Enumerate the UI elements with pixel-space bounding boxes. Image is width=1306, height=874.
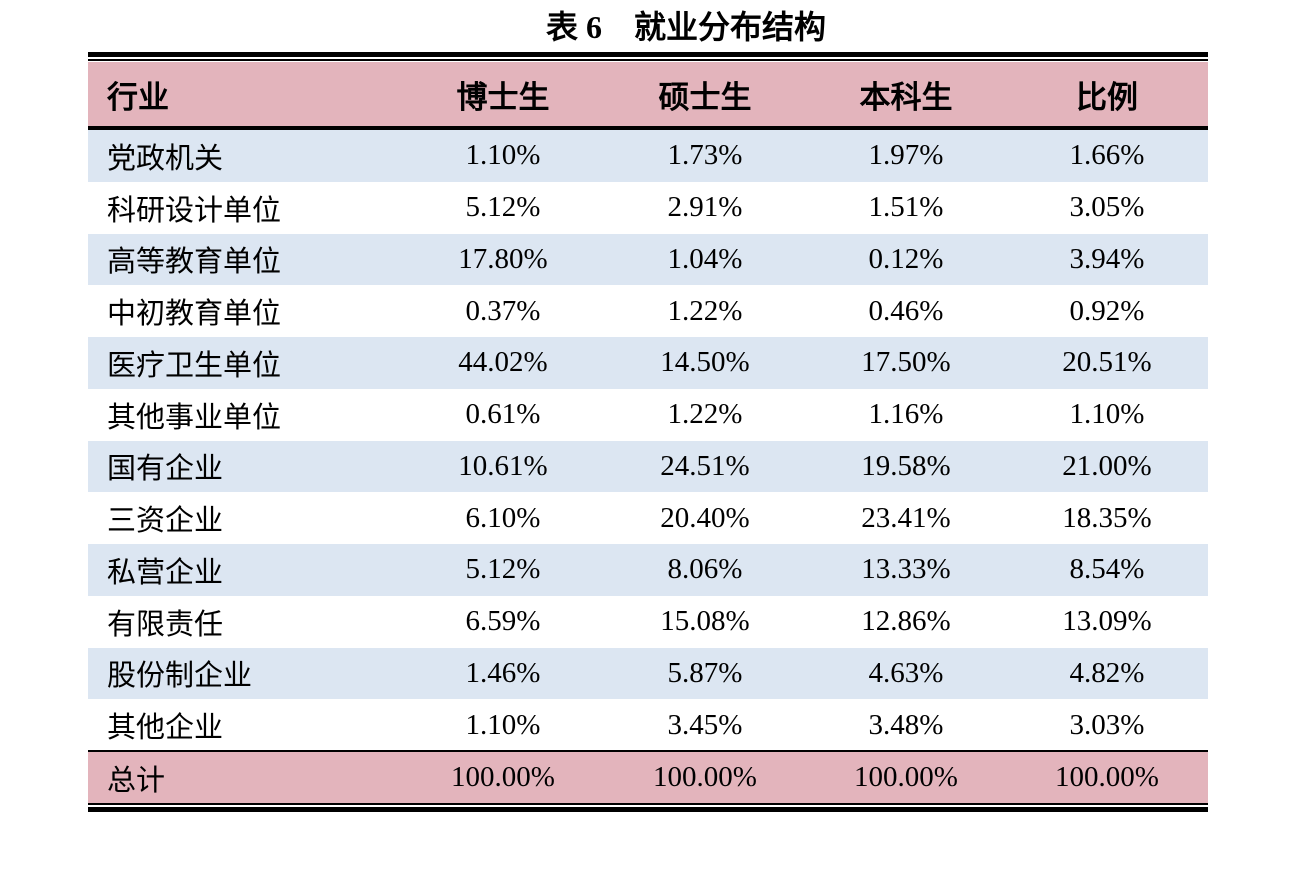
row-label: 国有企业 <box>107 453 224 486</box>
top-rule <box>88 52 1208 57</box>
total-rule <box>88 750 1208 752</box>
cell-value: 1.97% <box>868 139 944 172</box>
table-row: 党政机关 1.10% 1.73% 1.97% 1.66% <box>88 130 1208 182</box>
cell-value: 1.51% <box>868 191 944 224</box>
bottom-rule-thin <box>88 803 1208 805</box>
cell-value: 0.92% <box>1069 294 1145 327</box>
row-label: 私营企业 <box>107 556 224 589</box>
row-label: 高等教育单位 <box>107 246 282 279</box>
cell-value: 21.00% <box>1062 449 1152 482</box>
table-row: 有限责任 6.59% 15.08% 12.86% 13.09% <box>88 595 1208 648</box>
cell-value: 1.22% <box>667 294 743 327</box>
row-label: 三资企业 <box>107 505 224 538</box>
cell-value: 4.63% <box>868 656 944 689</box>
header-rule <box>88 126 1208 130</box>
cell-value: 8.06% <box>667 553 743 586</box>
cell-value: 1.66% <box>1069 139 1145 172</box>
top-rule-thin <box>88 59 1208 61</box>
table-row: 行业 博士生 硕士生 本科生 比例 <box>88 62 1208 127</box>
row-label: 总计 <box>107 764 166 797</box>
cell-value: 4.82% <box>1069 656 1145 689</box>
bottom-rule <box>88 807 1208 812</box>
cell-value: 14.50% <box>660 346 750 379</box>
row-label: 行业 <box>107 80 169 115</box>
table-row: 医疗卫生单位 44.02% 14.50% 17.50% 20.51% <box>88 337 1208 389</box>
row-label: 其他事业单位 <box>107 401 282 434</box>
table-title: 表 6 就业分布结构 <box>545 9 826 45</box>
table-row: 中初教育单位 0.37% 1.22% 0.46% 0.92% <box>88 285 1208 337</box>
cell-value: 15.08% <box>660 605 750 638</box>
cell-value: 5.12% <box>465 191 541 224</box>
table-row: 高等教育单位 17.80% 1.04% 0.12% 3.94% <box>88 233 1208 286</box>
cell-value: 1.04% <box>667 242 743 275</box>
cell-value: 100.00% <box>451 761 555 793</box>
cell-value: 3.48% <box>868 708 944 741</box>
row-label: 其他企业 <box>107 712 224 745</box>
cell-value: 1.73% <box>667 139 743 172</box>
table-row: 私营企业 5.12% 8.06% 13.33% 8.54% <box>88 544 1208 596</box>
cell-value: 0.46% <box>868 294 944 327</box>
cell-value: 10.61% <box>458 449 548 482</box>
cell-value: 20.40% <box>660 501 750 534</box>
cell-value: 5.87% <box>667 656 743 689</box>
cell-value: 12.86% <box>861 605 951 638</box>
cell-value: 硕士生 <box>658 80 752 115</box>
cell-value: 13.33% <box>861 553 951 586</box>
cell-value: 17.80% <box>458 242 548 275</box>
cell-value: 0.61% <box>465 398 541 431</box>
row-label: 有限责任 <box>107 608 224 641</box>
cell-value: 100.00% <box>854 761 958 793</box>
cell-value: 19.58% <box>861 449 951 482</box>
cell-value: 24.51% <box>660 449 750 482</box>
cell-value: 3.94% <box>1069 242 1145 275</box>
table-row: 其他事业单位 0.61% 1.22% 1.16% 1.10% <box>88 388 1208 441</box>
cell-value: 20.51% <box>1062 346 1152 379</box>
cell-value: 本科生 <box>859 80 953 115</box>
cell-value: 8.54% <box>1069 553 1145 586</box>
cell-value: 100.00% <box>1055 761 1159 793</box>
cell-value: 13.09% <box>1062 605 1152 638</box>
row-label: 科研设计单位 <box>107 194 282 227</box>
cell-value: 0.37% <box>465 294 541 327</box>
cell-value: 1.16% <box>868 398 944 431</box>
row-label: 股份制企业 <box>107 660 253 693</box>
cell-value: 比例 <box>1076 80 1138 115</box>
table-row: 三资企业 6.10% 20.40% 23.41% 18.35% <box>88 492 1208 544</box>
table-row: 总计 100.00% 100.00% 100.00% 100.00% <box>88 752 1208 803</box>
row-label: 中初教育单位 <box>107 298 282 331</box>
cell-value: 5.12% <box>465 553 541 586</box>
cell-value: 2.91% <box>667 191 743 224</box>
cell-value: 1.10% <box>1069 398 1145 431</box>
cell-value: 17.50% <box>861 346 951 379</box>
cell-value: 100.00% <box>653 761 757 793</box>
cell-value: 3.03% <box>1069 708 1145 741</box>
table-row: 国有企业 10.61% 24.51% 19.58% 21.00% <box>88 440 1208 493</box>
row-label: 医疗卫生单位 <box>107 349 282 382</box>
cell-value: 6.10% <box>465 501 541 534</box>
cell-value: 博士生 <box>456 80 550 115</box>
cell-value: 1.46% <box>465 656 541 689</box>
table-row: 其他企业 1.10% 3.45% 3.48% 3.03% <box>88 699 1208 751</box>
row-label: 党政机关 <box>107 142 224 175</box>
cell-value: 1.10% <box>465 139 541 172</box>
cell-value: 3.05% <box>1069 191 1145 224</box>
cell-value: 23.41% <box>861 501 951 534</box>
cell-value: 0.12% <box>868 242 944 275</box>
cell-value: 1.10% <box>465 708 541 741</box>
table-row: 股份制企业 1.46% 5.87% 4.63% 4.82% <box>88 647 1208 700</box>
cell-value: 1.22% <box>667 398 743 431</box>
cell-value: 6.59% <box>465 605 541 638</box>
cell-value: 44.02% <box>458 346 548 379</box>
cell-value: 3.45% <box>667 708 743 741</box>
table-row: 科研设计单位 5.12% 2.91% 1.51% 3.05% <box>88 181 1208 234</box>
cell-value: 18.35% <box>1062 501 1152 534</box>
